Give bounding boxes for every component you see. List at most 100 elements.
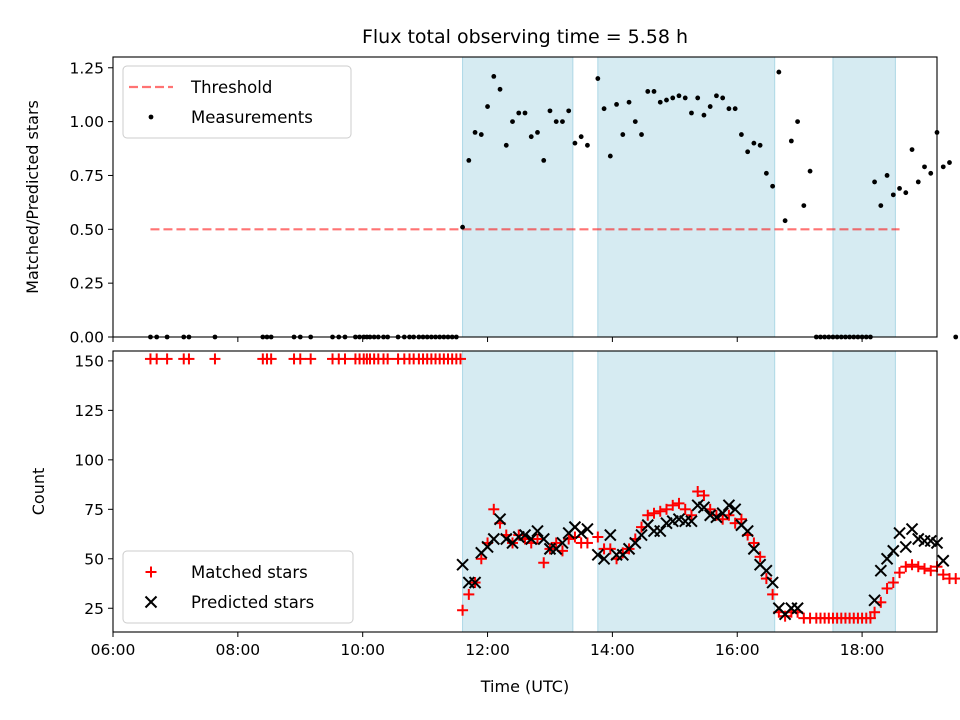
data-point <box>757 142 763 148</box>
data-point-d2 <box>728 503 742 516</box>
data-point <box>485 104 490 109</box>
legend-label: Threshold <box>190 78 272 97</box>
data-point-d2 <box>880 552 894 565</box>
data-point-d2 <box>937 554 950 567</box>
y-axis-label: Count <box>29 468 48 516</box>
data-point <box>475 553 487 565</box>
data-point <box>639 132 644 137</box>
data-point-d2 <box>556 536 569 550</box>
data-point <box>528 134 534 140</box>
data-point-d2 <box>716 507 729 520</box>
data-point <box>645 89 651 94</box>
data-point-d2 <box>753 558 767 571</box>
data-point <box>909 147 915 153</box>
data-point <box>487 532 500 546</box>
data-point-d2 <box>893 526 906 540</box>
data-point <box>601 106 607 112</box>
data-point <box>905 522 919 536</box>
data-point <box>741 524 754 538</box>
data-point <box>766 576 779 589</box>
data-point-d2 <box>493 512 507 526</box>
data-point <box>710 511 723 524</box>
data-point <box>947 160 952 165</box>
bottom-panel-counts: 25 50 75 100 125 150 06:00 08:00 10:00 12:00 14:00… <box>29 350 960 659</box>
data-point-d2 <box>791 602 804 615</box>
data-point <box>770 183 776 189</box>
data-point <box>695 95 701 101</box>
legend-box <box>122 65 352 139</box>
data-point <box>701 112 707 118</box>
y-tick-label: 25 <box>84 600 104 618</box>
legend: Matched stars Predicted stars <box>122 550 354 624</box>
data-point <box>595 76 601 81</box>
data-point <box>732 106 738 112</box>
data-point <box>522 110 528 116</box>
data-point-d2 <box>481 540 494 554</box>
data-point <box>788 138 794 144</box>
plot-frame <box>112 56 938 338</box>
legend-label: Predicted stars <box>191 593 314 612</box>
data-point <box>868 594 881 607</box>
data-point <box>463 588 475 600</box>
plot-frame <box>112 350 938 633</box>
data-point <box>872 179 877 185</box>
data-point <box>801 203 807 209</box>
data-point-d2 <box>629 536 642 550</box>
data-point <box>493 512 507 526</box>
data-point-d2 <box>741 524 754 538</box>
data-point-d2 <box>641 518 654 532</box>
data-point <box>887 577 899 589</box>
data-point <box>604 528 617 542</box>
data-point-d2 <box>500 532 513 546</box>
data-point <box>722 499 736 512</box>
data-point <box>739 132 744 137</box>
data-point <box>651 89 657 94</box>
y-tick-label: 0.25 <box>69 275 104 293</box>
data-point <box>919 563 931 575</box>
data-point <box>953 334 959 340</box>
data-point <box>767 588 779 600</box>
data-point <box>503 142 509 148</box>
data-point <box>648 507 660 519</box>
data-point <box>937 569 949 581</box>
data-point <box>481 540 494 554</box>
data-point <box>632 119 638 125</box>
legend-label: Matched stars <box>191 563 308 582</box>
data-point <box>890 192 896 198</box>
data-point-d2 <box>703 509 717 522</box>
data-point <box>670 95 676 101</box>
legend-swatch-d2 <box>144 595 158 609</box>
series-measurements <box>148 69 959 340</box>
y-tick-label: 1.25 <box>69 59 104 77</box>
data-point <box>720 95 726 101</box>
data-point-d2 <box>887 544 900 558</box>
data-point <box>698 489 710 501</box>
data-point <box>664 97 669 103</box>
legend-swatch <box>145 566 157 578</box>
data-point <box>714 93 719 99</box>
data-point <box>937 554 950 567</box>
data-point <box>654 505 666 517</box>
data-point <box>151 353 163 365</box>
data-point <box>531 533 543 545</box>
x-tick-label: 18:00 <box>840 641 885 659</box>
data-point-d2 <box>760 564 773 577</box>
data-point-d2 <box>722 499 736 512</box>
data-point <box>525 532 538 546</box>
data-point <box>513 529 525 541</box>
x-tick-label: 08:00 <box>216 641 261 659</box>
data-point <box>635 528 648 542</box>
legend: Threshold Measurements <box>122 65 352 139</box>
data-point-d2 <box>456 558 469 571</box>
x-tick-label: 12:00 <box>465 641 510 659</box>
data-point <box>906 559 918 571</box>
data-point-d2 <box>654 524 667 538</box>
data-point <box>537 532 550 546</box>
top-panel-ratio: 0.00 0.25 0.50 0.75 1.00 1.25 Matched/Predicte… <box>23 56 959 347</box>
data-point <box>572 140 578 146</box>
data-point <box>500 532 513 546</box>
data-point <box>716 507 729 520</box>
data-point <box>604 543 616 555</box>
data-point-d2 <box>912 532 925 546</box>
data-point <box>654 524 667 538</box>
